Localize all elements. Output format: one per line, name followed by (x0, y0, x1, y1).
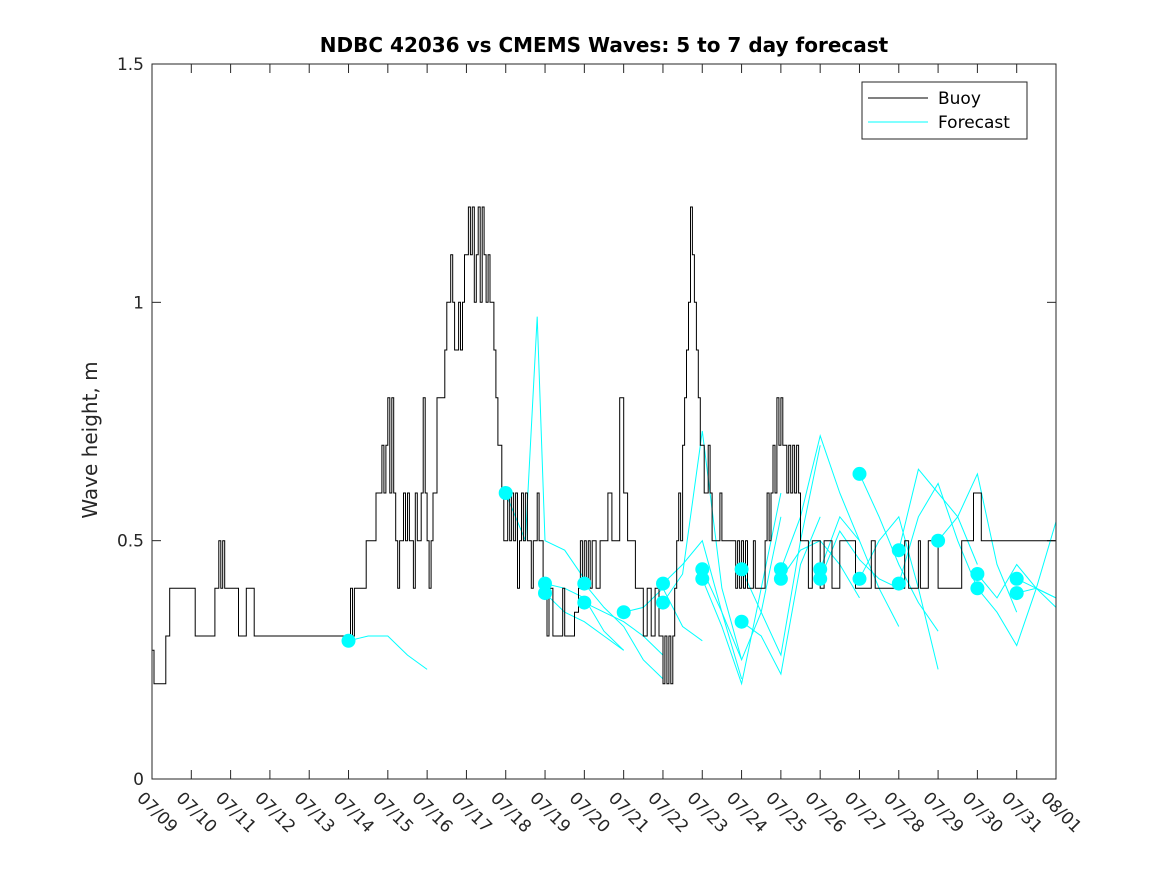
forecast-run-line-0 (348, 635, 428, 670)
forecast-start-marker-14 (773, 571, 788, 586)
forecast-start-marker-17 (852, 466, 867, 481)
forecast-start-marker-4 (577, 576, 592, 591)
forecast-start-marker-16 (813, 571, 828, 586)
legend-label-forecast: Forecast (938, 113, 1010, 133)
forecast-run-line-9 (701, 516, 782, 662)
forecast-run-line-11 (741, 445, 821, 657)
forecast-start-marker-6 (616, 605, 631, 620)
forecast-run-line-7 (662, 539, 743, 680)
forecast-start-marker-22 (970, 567, 985, 581)
forecast-start-marker-25 (1009, 586, 1024, 601)
forecast-run-line-16 (819, 530, 900, 589)
forecast-run-line-17 (859, 473, 939, 632)
legend-label-buoy: Buoy (938, 89, 981, 109)
forecast-run-line-19 (898, 468, 978, 565)
forecast-start-marker-0 (341, 633, 356, 648)
forecast-start-marker-23 (970, 581, 985, 596)
forecast-run-line-3 (544, 592, 624, 651)
forecast-run-line-18 (859, 515, 939, 670)
forecast-run-line-10 (701, 492, 782, 686)
forecast-run-line-23 (977, 587, 1057, 647)
plot-frame (151, 63, 1057, 780)
plot-area (152, 64, 1056, 779)
forecast-start-marker-7 (656, 576, 670, 591)
forecast-run-line-5 (584, 602, 664, 656)
chart-title: NDBC 42036 vs CMEMS Waves: 5 to 7 day fo… (320, 33, 889, 57)
y-tick-label: 1 (133, 293, 144, 313)
forecast-start-marker-11 (734, 562, 749, 577)
forecast-start-marker-3 (538, 586, 552, 601)
forecast-start-marker-8 (656, 595, 670, 610)
forecast-run-line-13 (780, 434, 860, 570)
forecast-run-line-4 (583, 583, 664, 680)
series-layer (152, 206, 1057, 686)
forecast-start-marker-12 (734, 614, 749, 629)
y-tick-label: 0 (133, 770, 144, 790)
forecast-run-line-12 (741, 516, 821, 676)
forecast-start-marker-5 (577, 595, 592, 610)
forecast-start-marker-20 (891, 576, 906, 591)
forecast-run-line-8 (662, 430, 743, 660)
forecast-start-marker-21 (931, 533, 946, 548)
forecast-run-line-21 (937, 472, 1018, 613)
y-axis-label: Wave height, m (78, 361, 102, 518)
y-tick-label: 1.5 (117, 55, 144, 75)
forecast-start-marker-1 (498, 486, 513, 500)
forecast-run-line-1 (505, 316, 585, 580)
forecast-run-line-15 (819, 515, 900, 627)
forecast-run-line-20 (898, 482, 978, 589)
forecast-start-marker-24 (1009, 571, 1024, 586)
forecast-start-marker-10 (695, 571, 710, 586)
legend-box (861, 81, 1028, 140)
forecast-start-marker-19 (891, 543, 906, 558)
forecast-start-marker-18 (852, 571, 867, 586)
legend: Buoy Forecast (861, 81, 1028, 140)
y-tick-label: 0.5 (117, 532, 144, 552)
buoy-line (152, 206, 1056, 685)
